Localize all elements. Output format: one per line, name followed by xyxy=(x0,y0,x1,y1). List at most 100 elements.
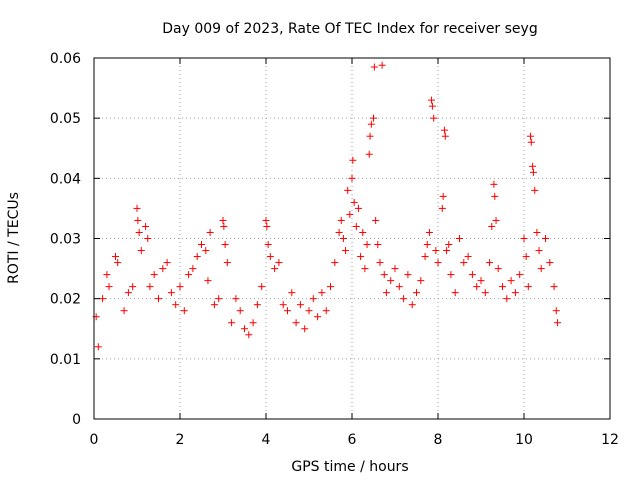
data-point xyxy=(488,222,496,230)
data-point xyxy=(172,301,180,309)
data-point xyxy=(103,271,111,279)
data-point xyxy=(554,319,562,327)
data-point xyxy=(124,289,132,297)
data-point xyxy=(348,174,356,182)
data-point xyxy=(350,198,358,206)
data-point xyxy=(189,265,197,273)
data-point xyxy=(163,259,171,267)
data-point xyxy=(219,216,227,224)
data-point xyxy=(155,295,162,303)
data-point xyxy=(468,271,476,279)
data-point xyxy=(357,253,365,261)
data-point xyxy=(428,102,436,110)
data-point xyxy=(354,204,362,212)
x-tick-label: 6 xyxy=(348,432,357,448)
data-point xyxy=(490,180,498,188)
data-point xyxy=(531,186,539,194)
data-point xyxy=(99,295,107,303)
data-point xyxy=(271,265,279,273)
data-point xyxy=(380,271,388,279)
data-point xyxy=(264,241,272,249)
data-point xyxy=(494,265,502,273)
data-point xyxy=(391,265,399,273)
data-point xyxy=(387,277,395,285)
data-point xyxy=(445,241,453,249)
data-point xyxy=(395,283,403,291)
data-point xyxy=(447,271,455,279)
data-point xyxy=(185,271,193,279)
data-point xyxy=(263,222,271,230)
data-point xyxy=(296,301,304,309)
data-point xyxy=(438,204,446,212)
data-point xyxy=(473,283,481,291)
data-point xyxy=(180,307,188,315)
data-point xyxy=(134,216,142,224)
data-point xyxy=(550,283,558,291)
data-point xyxy=(492,216,500,224)
data-point xyxy=(135,228,143,236)
data-point xyxy=(198,241,205,249)
data-point xyxy=(318,289,326,297)
data-point xyxy=(542,235,549,242)
data-point xyxy=(481,289,489,297)
data-point xyxy=(477,277,485,285)
data-point xyxy=(159,265,167,273)
data-point xyxy=(232,295,240,303)
y-tick-label: 0 xyxy=(72,412,81,428)
data-point xyxy=(417,277,425,285)
data-point xyxy=(491,192,499,200)
data-point xyxy=(129,283,137,291)
data-point xyxy=(94,343,102,351)
x-tick-label: 4 xyxy=(262,432,271,448)
data-point xyxy=(193,253,201,261)
data-point xyxy=(370,63,378,71)
data-points-layer xyxy=(92,61,562,351)
data-point xyxy=(288,289,296,297)
y-tick-label: 0.05 xyxy=(50,111,81,127)
data-point xyxy=(344,186,352,194)
data-point xyxy=(404,271,412,279)
data-point xyxy=(507,277,515,285)
data-point xyxy=(529,162,537,170)
data-point xyxy=(167,289,175,297)
x-axis-label: GPS time / hours xyxy=(291,459,408,475)
data-point xyxy=(322,307,330,315)
data-point xyxy=(432,247,440,255)
data-point xyxy=(204,277,212,285)
y-tick-label: 0.02 xyxy=(50,292,81,308)
data-point xyxy=(262,216,270,224)
data-point xyxy=(503,295,511,303)
x-tick-label: 10 xyxy=(515,432,533,448)
data-point xyxy=(120,307,128,315)
data-point xyxy=(363,241,371,249)
data-point xyxy=(546,259,554,267)
data-point xyxy=(526,132,534,140)
data-point xyxy=(374,241,382,249)
y-tick-label: 0.03 xyxy=(50,232,81,248)
data-point xyxy=(439,192,447,200)
data-point xyxy=(228,319,236,327)
y-tick-label: 0.01 xyxy=(50,352,81,368)
data-point xyxy=(249,319,257,327)
data-point xyxy=(440,126,448,134)
data-point xyxy=(520,235,528,242)
data-point xyxy=(511,289,519,297)
data-point xyxy=(421,253,429,261)
data-point xyxy=(365,150,373,158)
grid-layer xyxy=(94,58,610,419)
data-point xyxy=(425,228,433,236)
data-point xyxy=(441,132,449,140)
data-point xyxy=(552,307,560,315)
data-point xyxy=(529,168,537,176)
data-point xyxy=(456,235,463,242)
data-point xyxy=(537,265,545,273)
data-point xyxy=(220,222,228,230)
data-point xyxy=(372,216,380,224)
data-point xyxy=(400,295,408,303)
data-point xyxy=(142,222,150,230)
data-point xyxy=(524,283,532,291)
data-point xyxy=(378,61,386,69)
data-point xyxy=(253,301,261,309)
y-tick-label: 0.06 xyxy=(50,51,81,67)
